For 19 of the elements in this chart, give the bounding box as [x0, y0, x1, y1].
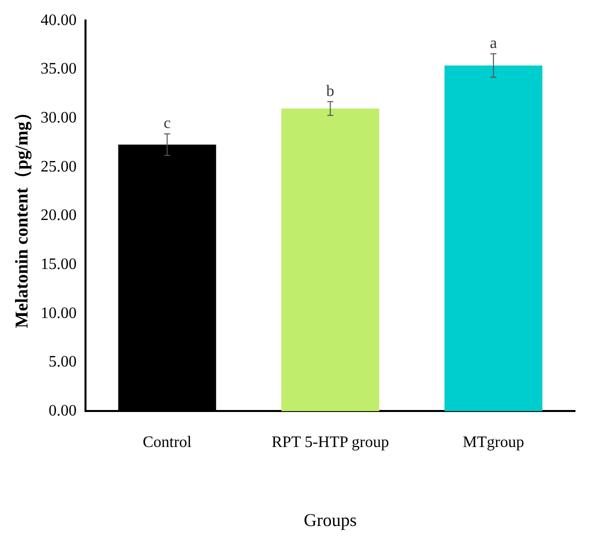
annotation: a [490, 35, 497, 52]
y-tick-label: 40.00 [40, 12, 77, 29]
bar [281, 108, 380, 412]
y-axis-title: Melatonin content（pg/mg） [11, 104, 32, 328]
x-tick-label: RPT 5-HTP group [272, 434, 389, 452]
y-tick-label: 35.00 [40, 60, 77, 78]
y-tick-label: 5.00 [48, 354, 77, 371]
bar [444, 66, 542, 412]
annotation: c [164, 115, 171, 132]
y-tick-label: 0.00 [48, 402, 77, 420]
y-tick-label: 20.00 [40, 207, 77, 224]
y-tick-label: 25.00 [40, 158, 77, 176]
y-tick-label: 30.00 [40, 109, 77, 126]
annotation: b [326, 82, 334, 100]
x-tick-label: Control [142, 434, 192, 452]
y-tick-label: 15.00 [40, 256, 77, 273]
x-tick-label: MTgroup [462, 434, 524, 452]
x-axis-title: Groups [304, 510, 357, 530]
y-tick-label: 10.00 [40, 304, 77, 322]
